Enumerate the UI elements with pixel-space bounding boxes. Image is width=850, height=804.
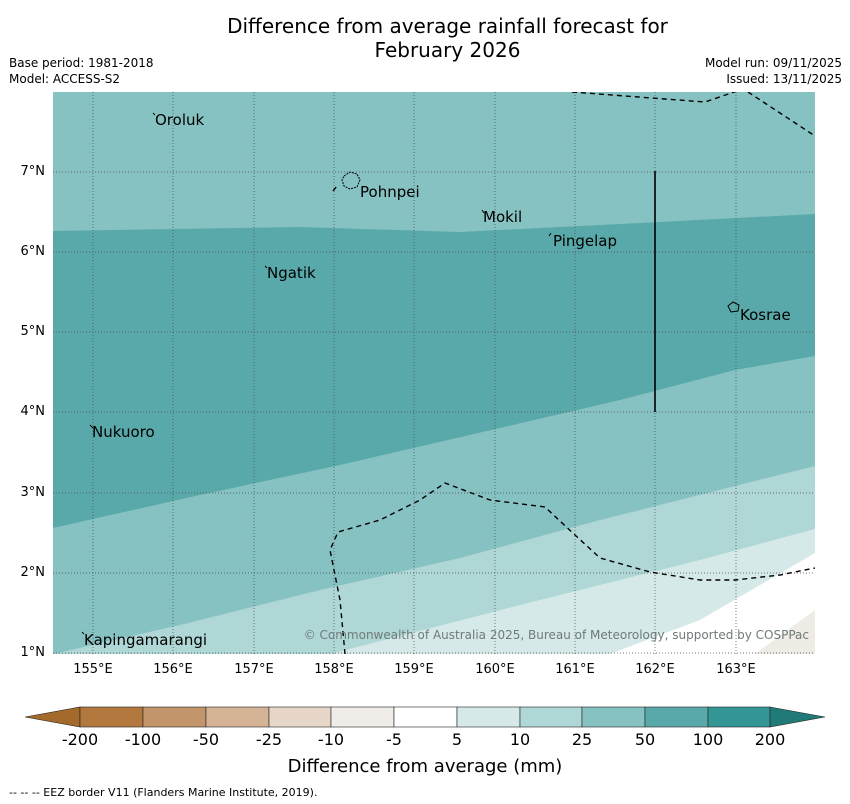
place-kosrae: Kosrae xyxy=(740,306,791,324)
colorbar-under-arrow xyxy=(24,706,81,728)
base-period-label: Base period: 1981-2018 xyxy=(9,56,154,70)
colorbar-boxes xyxy=(24,706,826,728)
lat-tick-5: 5°N xyxy=(20,324,46,339)
colorbar-label: Difference from average (mm) xyxy=(287,756,563,777)
lon-tick-161: 161°E xyxy=(555,662,595,677)
lat-tick-4: 4°N xyxy=(20,404,46,419)
land-minus10 xyxy=(755,610,815,654)
place-pohnpei: Pohnpei xyxy=(360,183,420,201)
eez-borders xyxy=(329,92,815,654)
lat-tick-7: 7°N xyxy=(20,164,46,179)
lon-tick-160: 160°E xyxy=(475,662,515,677)
lon-tick-156: 156°E xyxy=(153,662,193,677)
cb-tick-100: 100 xyxy=(692,730,724,749)
band-100 xyxy=(53,214,815,528)
place-ngatik: Ngatik xyxy=(267,264,316,282)
model-run-label: Model run: 09/11/2025 xyxy=(704,56,842,70)
cb-tick-minus50: -50 xyxy=(192,730,220,749)
lon-tick-162: 162°E xyxy=(635,662,675,677)
lon-tick-159: 159°E xyxy=(394,662,434,677)
lat-tick-2: 2°N xyxy=(20,565,46,580)
place-kapingamarangi: Kapingamarangi xyxy=(84,631,208,649)
cb-tick-50: 50 xyxy=(634,730,656,749)
cb-tick-minus5: -5 xyxy=(386,730,402,749)
place-nukuoro: Nukuoro xyxy=(92,423,155,441)
cb-tick-minus25: -25 xyxy=(255,730,283,749)
lat-tick-3: 3°N xyxy=(20,485,46,500)
cb-tick-10: 10 xyxy=(509,730,531,749)
atoll-marks xyxy=(81,112,552,635)
model-label: Model: ACCESS-S2 xyxy=(9,72,121,86)
pohnpei-island-outline xyxy=(341,171,361,190)
colorbar-over-arrow xyxy=(769,706,826,728)
map-title-line2: February 2026 xyxy=(374,38,521,62)
place-oroluk: Oroluk xyxy=(155,111,205,129)
lon-tick-163: 163°E xyxy=(716,662,756,677)
map-title-line1: Difference from average rainfall forecas… xyxy=(227,14,668,38)
lon-tick-157: 157°E xyxy=(234,662,274,677)
lat-tick-1: 1°N xyxy=(20,645,46,660)
lat-tick-6: 6°N xyxy=(20,244,46,259)
lon-tick-158: 158°E xyxy=(314,662,354,677)
eez-footnote: -- -- -- EEZ border V11 (Flanders Marine… xyxy=(9,786,318,799)
lon-tick-155: 155°E xyxy=(73,662,113,677)
cb-tick-minus100: -100 xyxy=(124,730,162,749)
cb-tick-5: 5 xyxy=(451,730,463,749)
band-5 xyxy=(610,553,815,654)
kosrae-island-outline xyxy=(727,301,740,313)
cb-tick-200: 200 xyxy=(754,730,786,749)
cb-tick-minus200: -200 xyxy=(61,730,99,749)
place-mokil: Mokil xyxy=(483,208,523,226)
copyright-notice: © Commonwealth of Australia 2025, Bureau… xyxy=(303,628,809,642)
cb-tick-minus10: -10 xyxy=(317,730,345,749)
place-pingelap: Pingelap xyxy=(553,232,618,250)
issued-label: Issued: 13/11/2025 xyxy=(726,72,842,86)
cb-tick-25: 25 xyxy=(571,730,593,749)
